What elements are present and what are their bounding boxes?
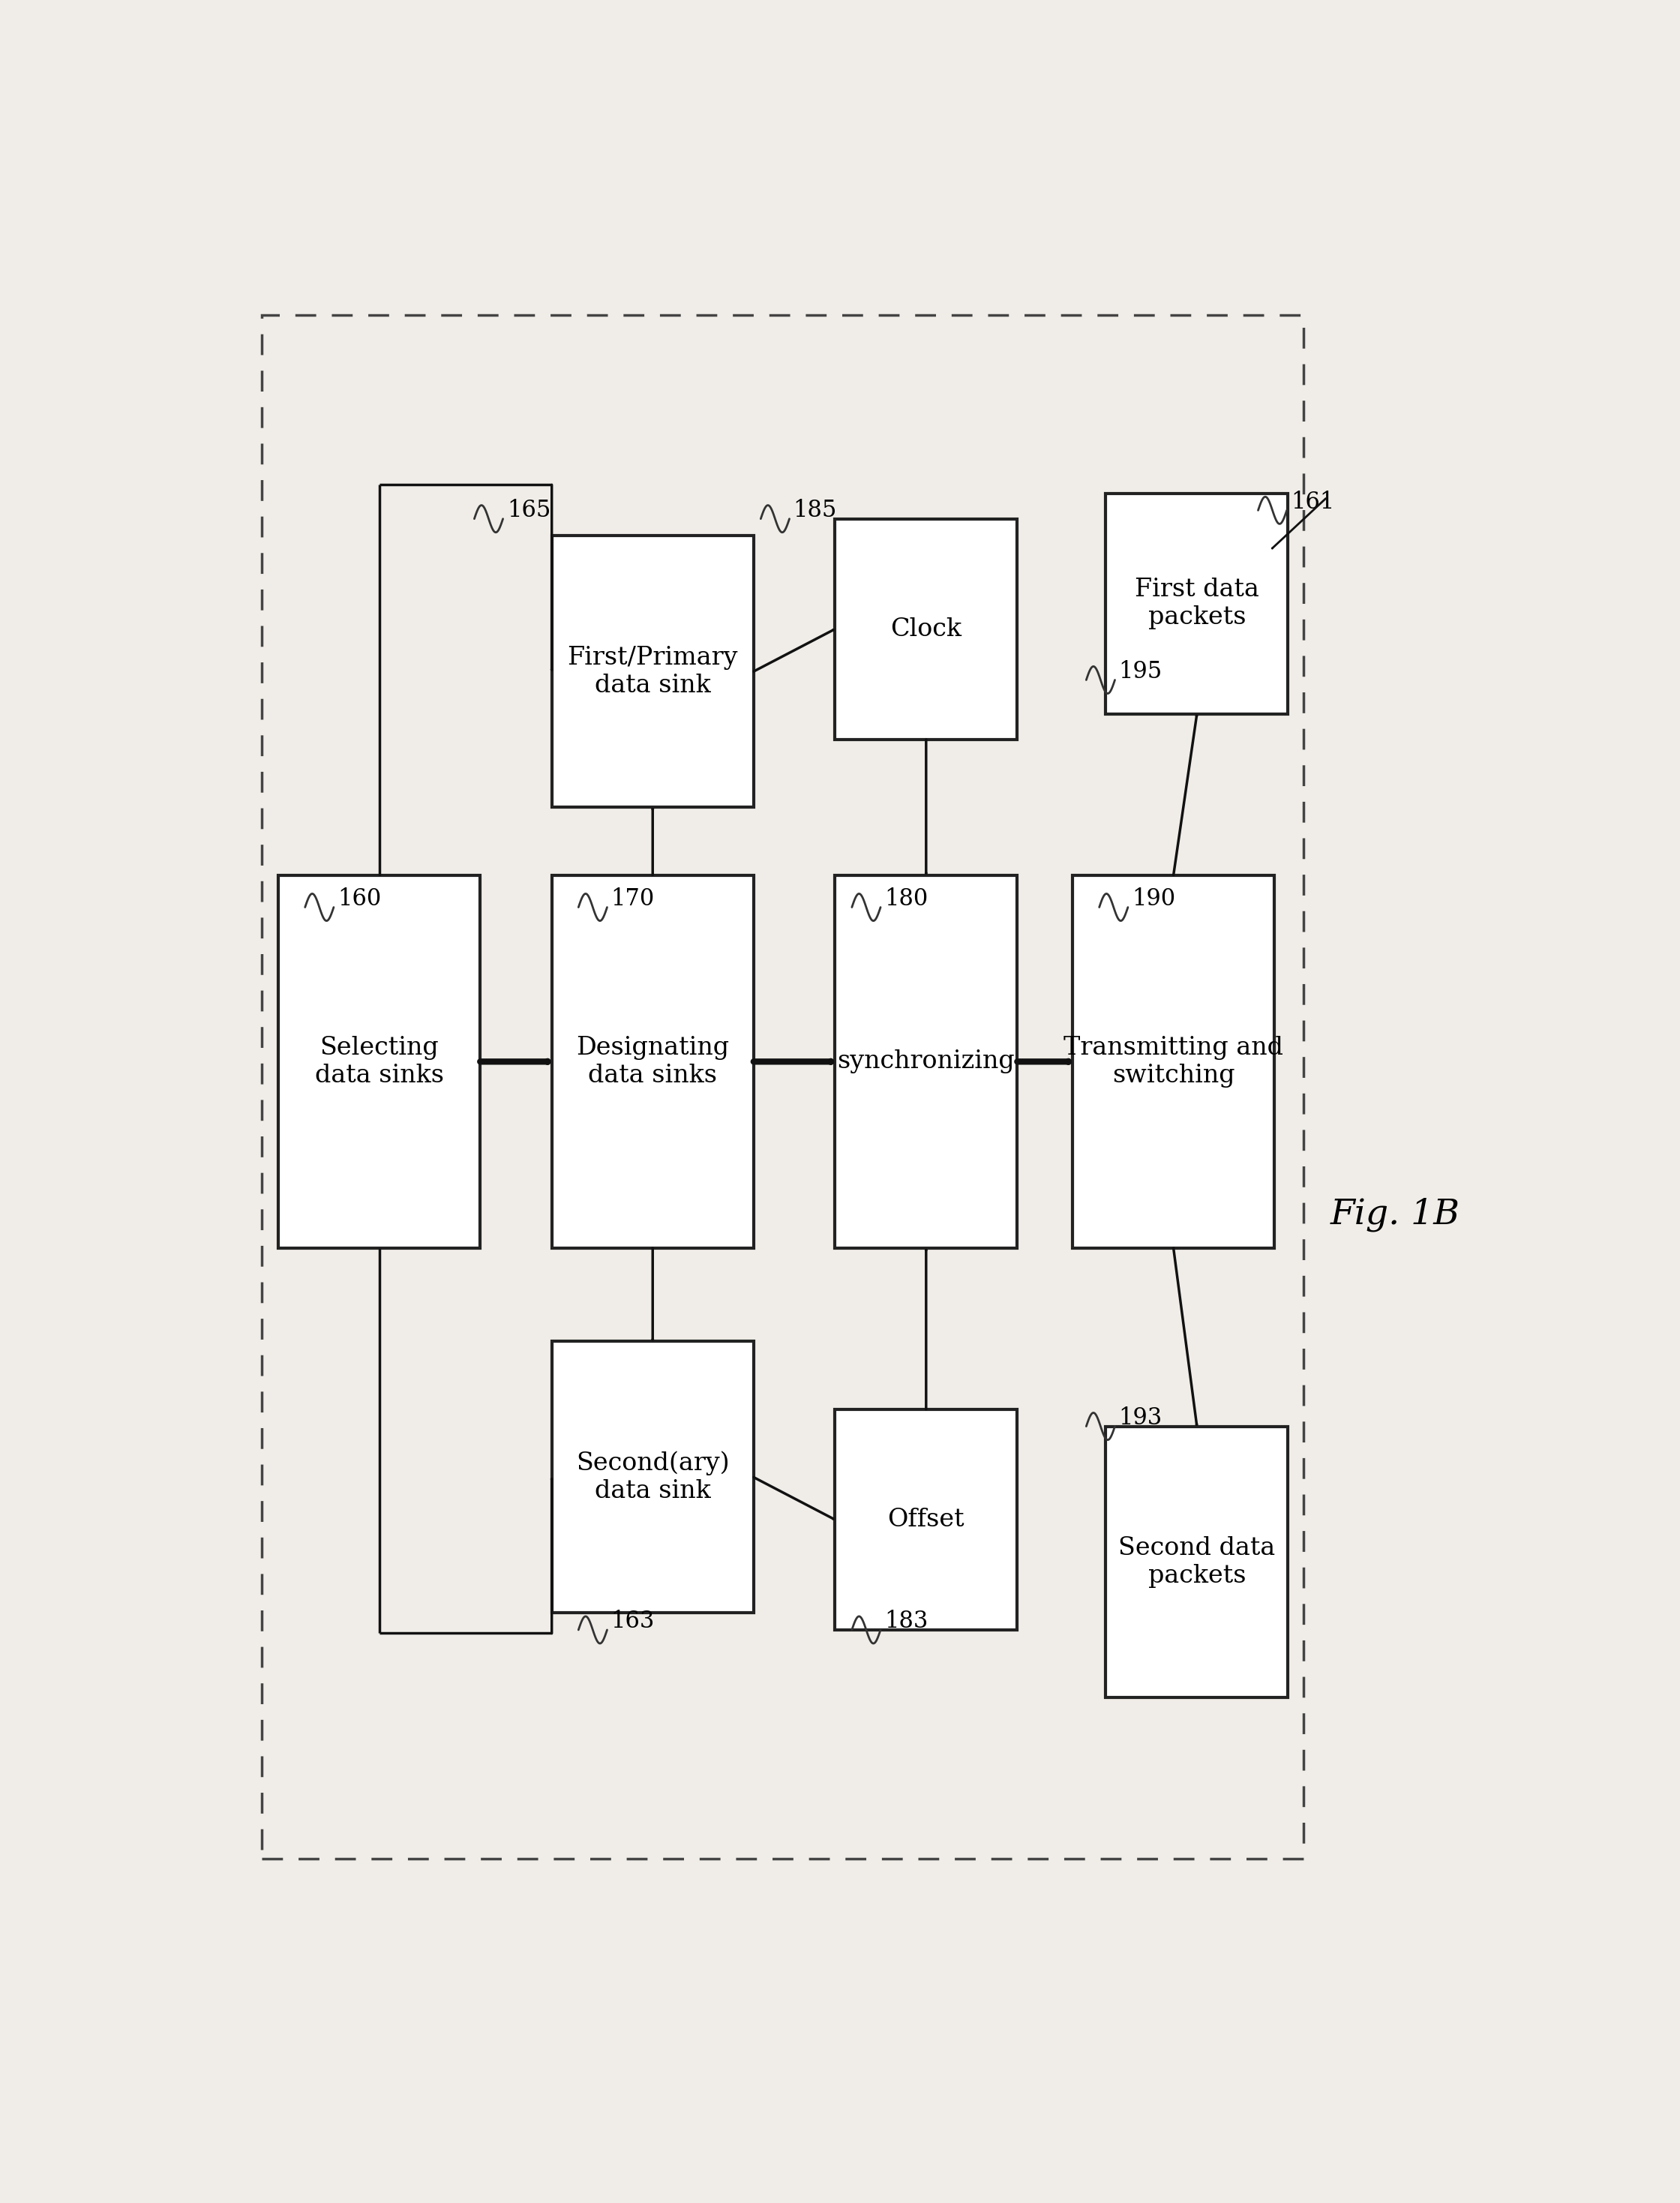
Text: 160: 160	[338, 888, 381, 910]
Text: 180: 180	[884, 888, 927, 910]
Bar	[1105, 1425, 1289, 1699]
Text: 190: 190	[1132, 888, 1176, 910]
Text: 163: 163	[612, 1610, 655, 1632]
Bar	[551, 875, 754, 1249]
Bar	[279, 875, 480, 1249]
Text: Selecting
data sinks: Selecting data sinks	[314, 1035, 444, 1088]
Text: Second data
packets: Second data packets	[1119, 1535, 1275, 1588]
Text: Clock: Clock	[890, 617, 961, 641]
Text: 195: 195	[1119, 661, 1163, 683]
Bar	[835, 1410, 1018, 1630]
Bar	[551, 535, 754, 806]
Text: 193: 193	[1119, 1406, 1163, 1430]
Text: First/Primary
data sink: First/Primary data sink	[568, 645, 738, 698]
Text: Offset: Offset	[887, 1507, 964, 1531]
Text: Transmitting and
switching: Transmitting and switching	[1063, 1035, 1284, 1088]
Text: 185: 185	[793, 498, 837, 522]
Bar	[551, 1342, 754, 1613]
Text: Second(ary)
data sink: Second(ary) data sink	[576, 1452, 729, 1502]
Text: synchronizing: synchronizing	[837, 1049, 1015, 1073]
Bar	[1105, 493, 1289, 714]
Text: Fig. 1B: Fig. 1B	[1331, 1196, 1460, 1231]
Bar	[835, 520, 1018, 740]
Text: 161: 161	[1290, 491, 1334, 513]
Bar	[262, 315, 1304, 1859]
Bar	[1072, 875, 1275, 1249]
Bar	[835, 875, 1018, 1249]
Text: 183: 183	[884, 1610, 929, 1632]
Text: First data
packets: First data packets	[1134, 577, 1258, 630]
Text: 165: 165	[507, 498, 551, 522]
Text: 170: 170	[612, 888, 655, 910]
Text: Designating
data sinks: Designating data sinks	[576, 1035, 729, 1088]
